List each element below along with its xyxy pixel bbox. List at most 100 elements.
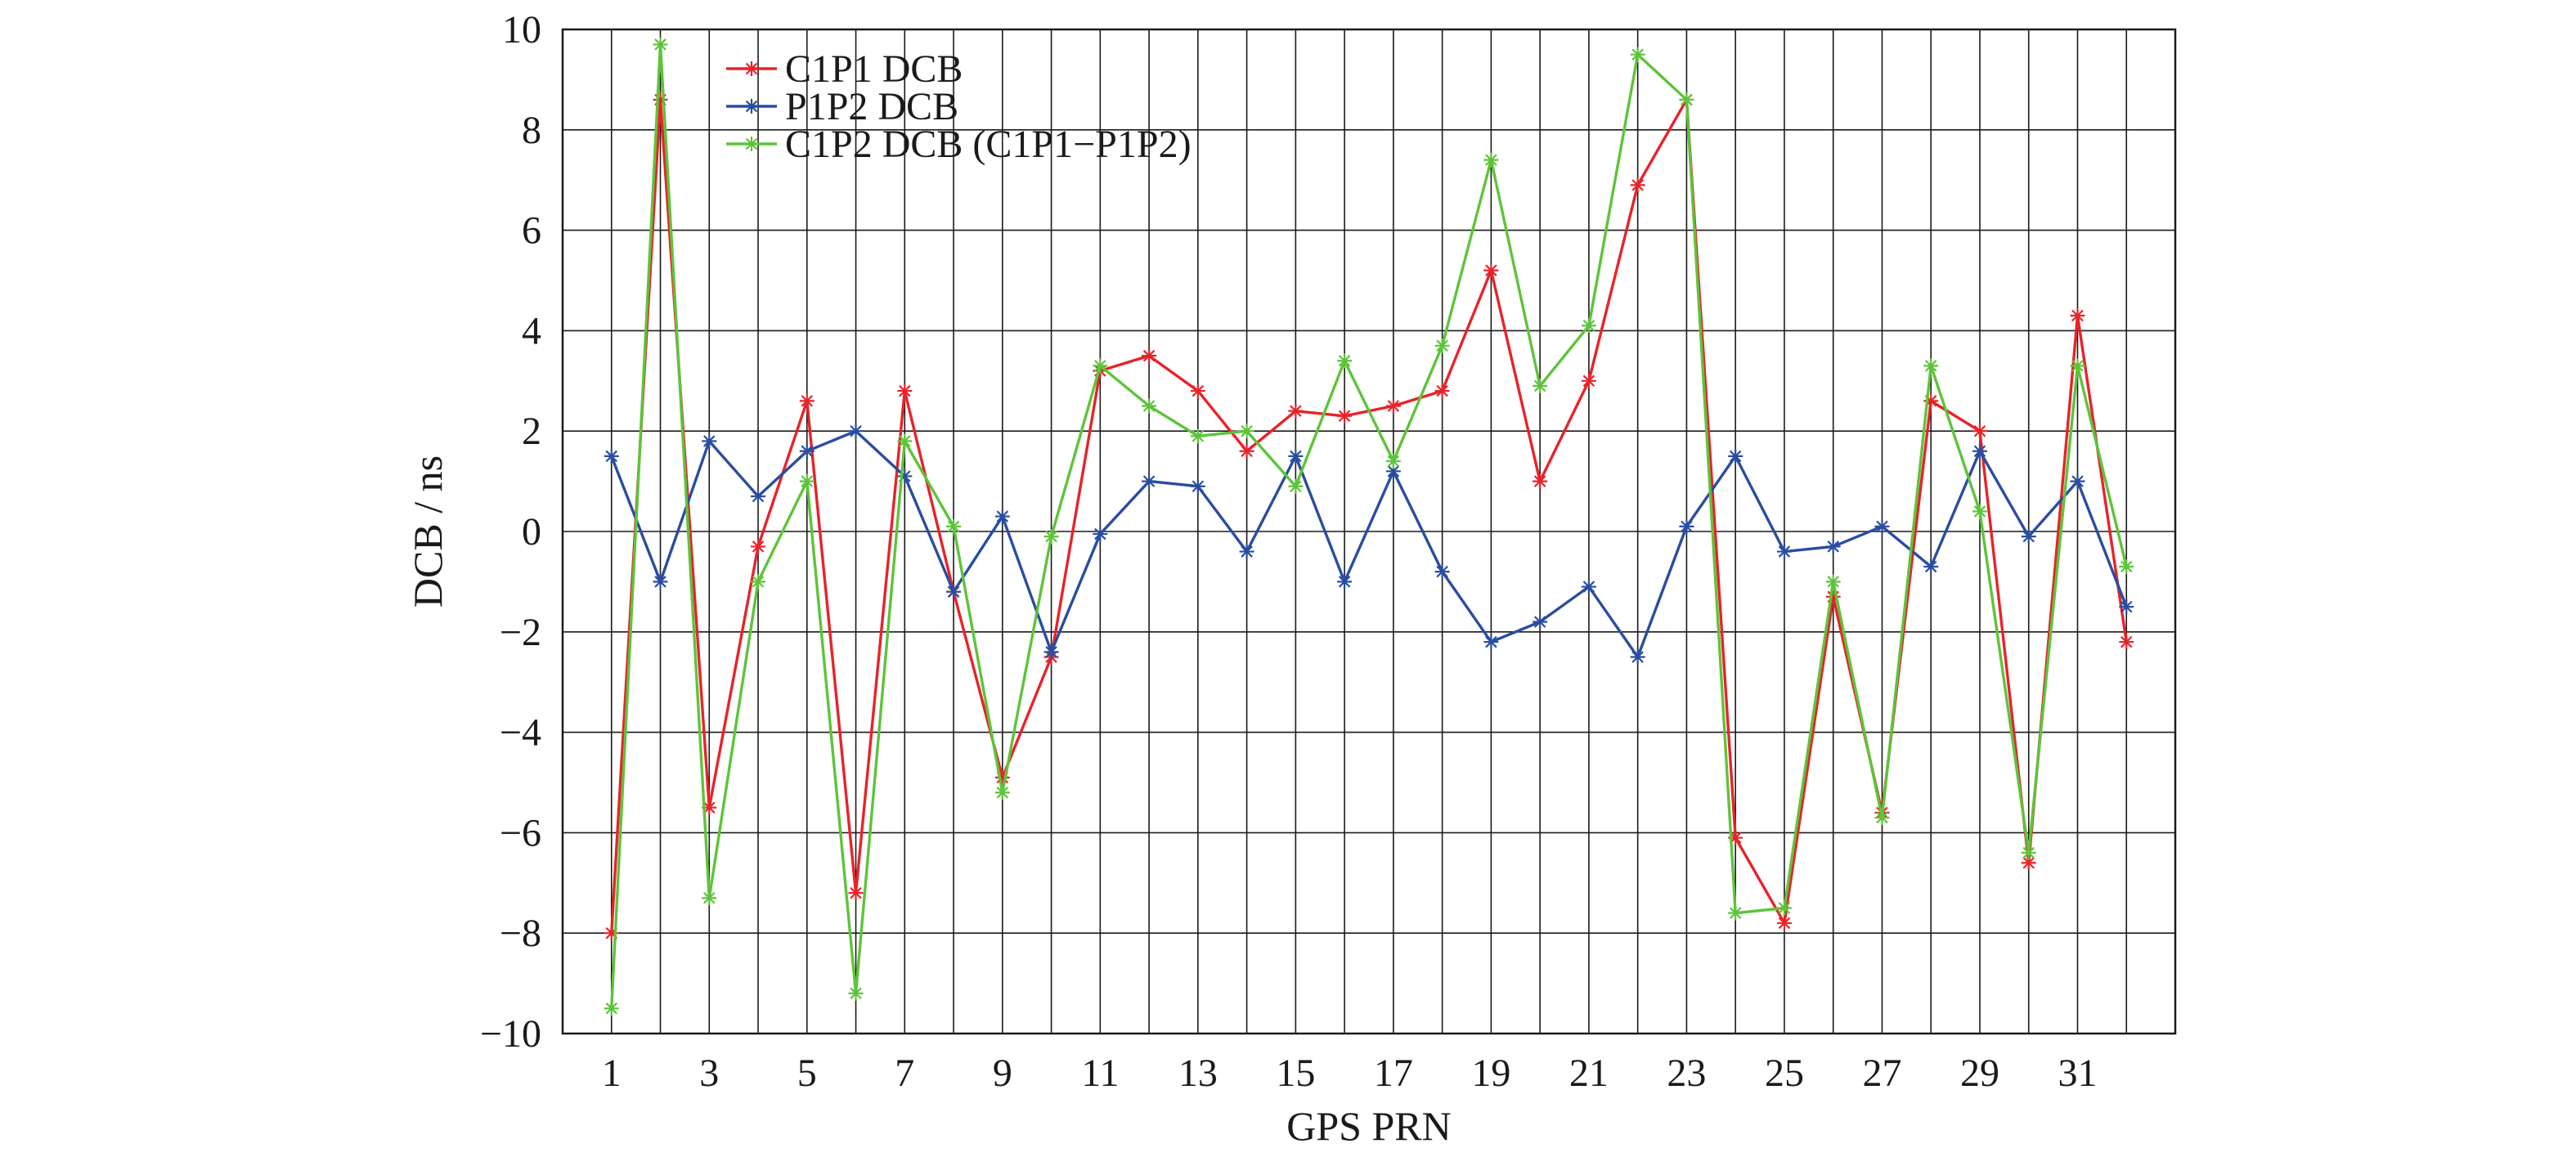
data-point bbox=[1630, 47, 1645, 62]
data-point bbox=[848, 886, 864, 901]
data-point bbox=[1776, 900, 1792, 916]
x-tick-label: 31 bbox=[2058, 1052, 2097, 1095]
data-point bbox=[1288, 403, 1304, 419]
y-tick-label: −4 bbox=[500, 711, 541, 755]
data-point bbox=[1142, 398, 1157, 414]
data-point bbox=[1434, 564, 1450, 580]
x-tick-label: 19 bbox=[1471, 1052, 1510, 1095]
legend-label: C1P1 DCB bbox=[785, 47, 963, 91]
data-point bbox=[604, 1001, 619, 1016]
data-point bbox=[1483, 152, 1499, 168]
series-1 bbox=[604, 92, 2134, 941]
data-point bbox=[702, 433, 717, 449]
data-point bbox=[1728, 448, 1744, 464]
data-point bbox=[1337, 408, 1353, 424]
data-point bbox=[946, 518, 962, 534]
data-point bbox=[2119, 635, 2134, 650]
data-point bbox=[1776, 544, 1792, 559]
data-point bbox=[897, 383, 913, 399]
data-point bbox=[1630, 177, 1645, 193]
legend-item: C1P1 DCB bbox=[726, 47, 963, 91]
data-point bbox=[1434, 383, 1450, 399]
data-point bbox=[1874, 518, 1890, 534]
data-point bbox=[1385, 454, 1401, 469]
y-tick-label: 2 bbox=[522, 410, 541, 453]
y-tick-label: 10 bbox=[502, 8, 541, 52]
y-tick-label: −10 bbox=[480, 1012, 541, 1056]
data-point bbox=[1728, 905, 1744, 921]
data-point bbox=[1337, 574, 1353, 590]
data-point bbox=[653, 92, 668, 107]
data-point bbox=[2070, 473, 2085, 489]
series-3 bbox=[604, 37, 2134, 1016]
data-point bbox=[946, 584, 962, 599]
x-tick-label: 5 bbox=[797, 1052, 817, 1095]
series-2 bbox=[604, 424, 2134, 665]
data-point bbox=[1239, 544, 1254, 559]
y-tick-label: −6 bbox=[500, 811, 541, 854]
data-point bbox=[604, 448, 619, 464]
x-tick-label: 3 bbox=[699, 1052, 719, 1095]
data-point bbox=[702, 800, 717, 815]
x-tick-label: 25 bbox=[1765, 1052, 1804, 1095]
legend-marker bbox=[744, 99, 759, 114]
plot-frame bbox=[561, 28, 2177, 1035]
data-point bbox=[1142, 473, 1157, 489]
y-tick-label: −2 bbox=[500, 611, 541, 654]
x-tick-label: 1 bbox=[602, 1052, 622, 1095]
x-tick-label: 17 bbox=[1374, 1052, 1413, 1095]
data-point bbox=[751, 489, 766, 505]
y-axis-label: DCB / ns bbox=[405, 455, 451, 608]
data-point bbox=[1190, 428, 1205, 444]
data-point bbox=[653, 37, 668, 52]
data-point bbox=[1043, 529, 1059, 545]
data-point bbox=[1972, 443, 1987, 459]
data-point bbox=[1288, 448, 1304, 464]
x-tick-label: 13 bbox=[1178, 1052, 1218, 1095]
x-tick-label: 11 bbox=[1081, 1052, 1119, 1095]
legend-item: C1P2 DCB (C1P1−P1P2) bbox=[726, 123, 1192, 166]
data-point bbox=[1239, 424, 1254, 439]
data-point bbox=[1093, 527, 1108, 542]
series-line bbox=[610, 429, 2128, 659]
data-point bbox=[848, 985, 864, 1001]
x-axis-label: GPS PRN bbox=[1286, 1103, 1452, 1149]
data-point bbox=[1434, 338, 1450, 353]
data-point bbox=[1337, 353, 1353, 369]
series-line bbox=[610, 43, 2128, 1009]
data-point bbox=[2119, 558, 2134, 574]
legend-label: P1P2 DCB bbox=[785, 85, 958, 128]
data-point bbox=[1533, 378, 1548, 393]
data-point bbox=[1190, 383, 1205, 399]
data-point bbox=[653, 574, 668, 590]
x-tick-label: 9 bbox=[993, 1052, 1012, 1095]
data-point bbox=[799, 443, 815, 459]
legend-marker bbox=[744, 61, 759, 76]
data-point bbox=[1093, 358, 1108, 374]
y-tick-label: 4 bbox=[522, 309, 541, 352]
y-tick-label: −8 bbox=[500, 912, 541, 955]
grid bbox=[563, 29, 2175, 1034]
x-tick-label: 29 bbox=[1960, 1052, 1999, 1095]
y-tick-label: 6 bbox=[522, 209, 541, 253]
data-point bbox=[1483, 635, 1499, 650]
data-point bbox=[1630, 649, 1645, 665]
data-point bbox=[1533, 473, 1548, 489]
data-point bbox=[994, 509, 1010, 524]
y-tick-label: 0 bbox=[522, 510, 541, 554]
data-point bbox=[1972, 504, 1987, 519]
legend-marker bbox=[744, 137, 759, 151]
data-point bbox=[1385, 464, 1401, 479]
x-tick-label: 27 bbox=[1862, 1052, 1901, 1095]
data-point bbox=[897, 469, 913, 484]
data-point bbox=[1923, 358, 1939, 374]
data-point bbox=[2070, 307, 2085, 323]
data-point bbox=[1142, 348, 1157, 364]
data-point bbox=[1923, 558, 1939, 574]
data-point bbox=[799, 473, 815, 489]
x-tick-label: 21 bbox=[1569, 1052, 1609, 1095]
data-point bbox=[1190, 478, 1205, 494]
